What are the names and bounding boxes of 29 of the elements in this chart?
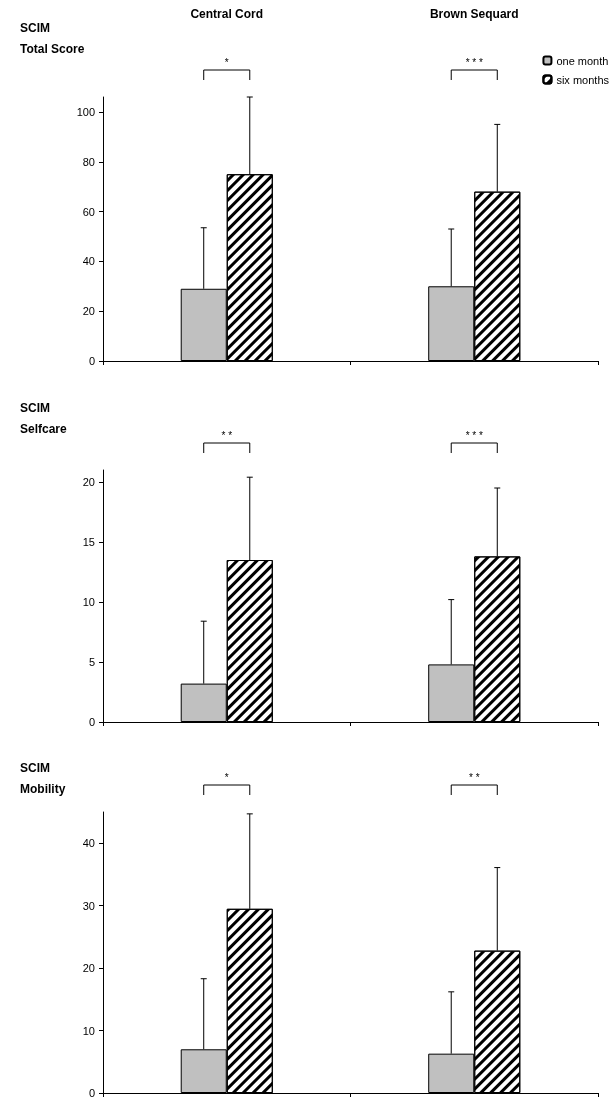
legend-label: one month [556,54,609,67]
y-tick-label: 60 [82,205,95,218]
y-tick-label: 10 [82,596,95,608]
text: * [224,771,229,783]
y-tick-label: 20 [82,962,95,975]
y-tick-label: 40 [82,255,95,268]
y-tick-label: 5 [88,656,95,668]
y-tick-label: 0 [88,1087,95,1099]
y-tick-label: 20 [82,305,95,318]
chart-title: SCIM Total Score [20,20,85,56]
y-tick-label: 0 [88,355,95,367]
text: * * [221,429,233,441]
chart-title: SCIM Mobility [20,760,66,796]
x-tick-label: Central Cord [190,7,264,21]
text: * * * [465,429,483,441]
legend-label: six months [556,73,610,86]
y-tick-label: 10 [82,1024,95,1037]
y-tick-label: 15 [82,536,95,548]
y-tick-label: 80 [82,155,95,168]
y-tick-label: 0 [88,716,95,728]
text: * [224,56,229,68]
x-tick-label: Brown Sequard [429,7,519,21]
text: * * [468,771,480,783]
chart-title: SCIM Selfcare [20,400,68,436]
text: * * * [465,56,483,68]
y-tick-label: 100 [76,105,95,118]
y-tick-label: 30 [82,899,95,912]
y-tick-label: 40 [82,837,95,850]
y-tick-label: 20 [82,476,95,488]
